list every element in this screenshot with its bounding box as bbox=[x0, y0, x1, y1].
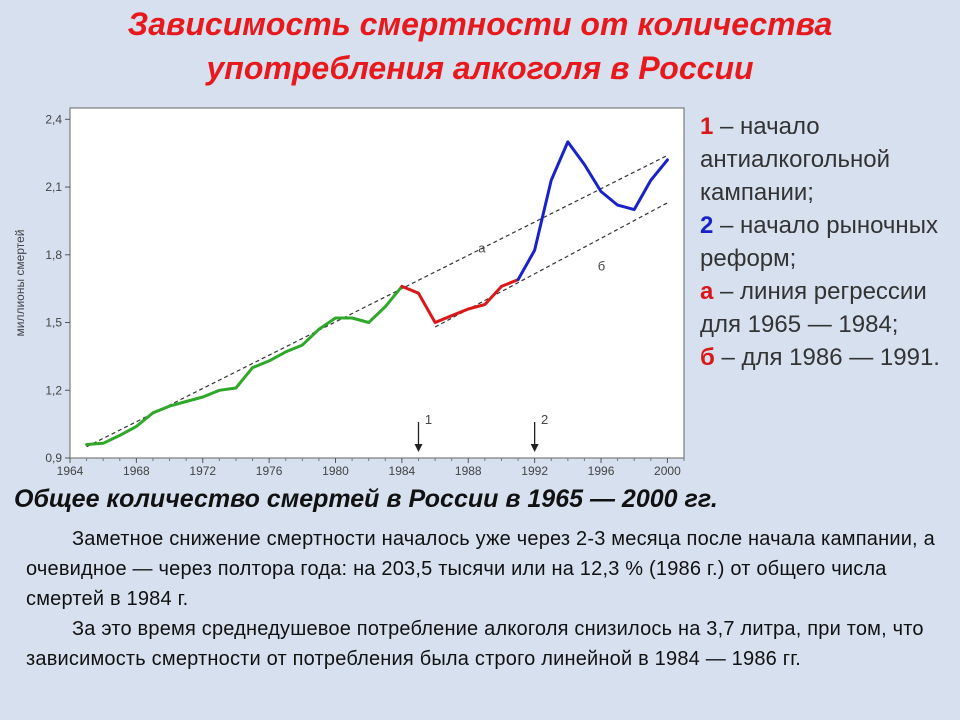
title-line-2: употребления алкоголя в России bbox=[206, 50, 754, 86]
x-tick-label: 1972 bbox=[189, 464, 216, 478]
series-line-2 bbox=[400, 278, 520, 324]
regression-line-а bbox=[86, 154, 668, 448]
series-line-3 bbox=[516, 140, 669, 282]
regression-label-a: а bbox=[478, 241, 486, 256]
annotation-arrowhead-2 bbox=[530, 444, 539, 452]
page-title: Зависимость смертности от количества упо… bbox=[0, 2, 960, 90]
explanation-text: Заметное снижение смертности началось уж… bbox=[26, 524, 936, 674]
x-tick-label: 1984 bbox=[389, 464, 416, 478]
legend-key-1: 1 bbox=[700, 113, 714, 140]
y-tick-label: 0,9 bbox=[45, 451, 62, 465]
legend-text-a: – линия регрессии для 1965 — 1984; bbox=[700, 278, 927, 338]
y-tick-label: 1,2 bbox=[45, 383, 62, 397]
y-tick-label: 2,4 bbox=[45, 112, 62, 126]
legend-text-b: – для 1986 — 1991. bbox=[714, 344, 940, 371]
plot-area bbox=[69, 107, 685, 459]
x-tick-label: 1964 bbox=[57, 464, 84, 478]
x-tick-label: 1996 bbox=[588, 464, 615, 478]
legend-text-2: – начало рыночных реформ; bbox=[700, 212, 938, 272]
x-tick-label: 1976 bbox=[256, 464, 283, 478]
legend-entry-b: б – для 1986 — 1991. bbox=[700, 341, 955, 374]
x-tick-label: 2000 bbox=[654, 464, 681, 478]
series-line-1 bbox=[85, 284, 404, 446]
x-tick-label: 1988 bbox=[455, 464, 482, 478]
mortality-chart: 1964 1968 1972 1976 1980 1984 1988 1992 1996 2000… bbox=[13, 107, 685, 478]
chart-caption: Общее количество смертей в России в 1965… bbox=[14, 485, 718, 513]
y-tick-label: 2,1 bbox=[45, 180, 62, 194]
x-tick-label: 1992 bbox=[521, 464, 548, 478]
paragraph-2: За это время среднедушевое потребление а… bbox=[26, 618, 924, 670]
x-tick-label: 1968 bbox=[123, 464, 150, 478]
legend-key-b: б bbox=[700, 344, 715, 371]
annotation-label-2: 2 bbox=[541, 412, 548, 427]
x-tick-label: 1980 bbox=[322, 464, 349, 478]
annotation-arrowhead-1 bbox=[414, 444, 423, 452]
legend-key-a: а bbox=[700, 278, 714, 305]
y-axis-label: миллионы смертей bbox=[13, 230, 27, 337]
legend-entry-1: 1 – начало антиалкогольной кампании; bbox=[700, 110, 955, 209]
paragraph-1: Заметное снижение смертности началось уж… bbox=[26, 528, 935, 610]
legend-entry-a: а – линия регрессии для 1965 — 1984; bbox=[700, 275, 955, 341]
legend-key-2: 2 bbox=[700, 212, 714, 239]
legend-text-1: – начало антиалкогольной кампании; bbox=[700, 113, 891, 206]
chart-legend: 1 – начало антиалкогольной кампании; 2 –… bbox=[700, 110, 955, 374]
y-tick-label: 1,5 bbox=[45, 316, 62, 330]
legend-entry-2: 2 – начало рыночных реформ; bbox=[700, 209, 955, 275]
annotation-label-1: 1 bbox=[425, 412, 432, 427]
y-tick-label: 1,8 bbox=[45, 248, 62, 262]
regression-label-b: б bbox=[598, 259, 605, 274]
title-line-1: Зависимость смертности от количества bbox=[127, 6, 833, 42]
